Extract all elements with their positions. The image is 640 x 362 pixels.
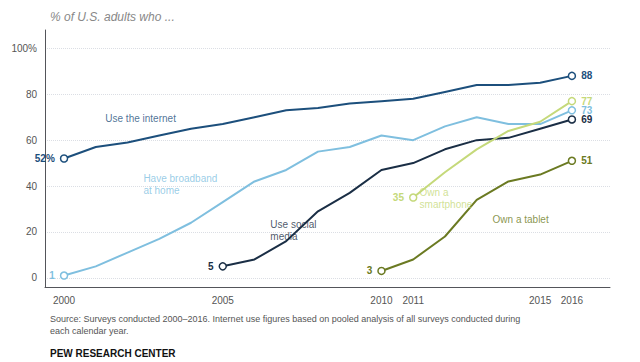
svg-text:Have broadband: Have broadband: [143, 173, 217, 184]
svg-text:smartphone: smartphone: [420, 199, 473, 210]
svg-text:each calendar year.: each calendar year.: [50, 326, 129, 336]
svg-text:Use the internet: Use the internet: [105, 113, 176, 124]
svg-text:1: 1: [49, 270, 55, 281]
svg-text:77: 77: [581, 96, 593, 107]
svg-text:2015: 2015: [529, 295, 552, 306]
svg-text:Own a tablet: Own a tablet: [493, 214, 549, 225]
svg-text:PEW RESEARCH CENTER: PEW RESEARCH CENTER: [50, 348, 176, 359]
svg-text:Use social: Use social: [270, 219, 316, 230]
svg-text:media: media: [270, 231, 298, 242]
svg-text:5: 5: [208, 261, 214, 272]
svg-text:88: 88: [581, 70, 593, 81]
svg-text:51: 51: [581, 155, 593, 166]
svg-text:2010: 2010: [370, 295, 393, 306]
svg-text:2000: 2000: [53, 295, 76, 306]
svg-text:20: 20: [26, 226, 38, 237]
svg-text:2011: 2011: [402, 295, 424, 306]
svg-text:Own a: Own a: [420, 187, 449, 198]
svg-text:69: 69: [581, 114, 593, 125]
svg-text:2005: 2005: [212, 295, 235, 306]
svg-text:52%: 52%: [35, 153, 55, 164]
svg-text:2016: 2016: [561, 295, 584, 306]
svg-text:at home: at home: [143, 185, 180, 196]
svg-text:100%: 100%: [11, 43, 37, 54]
svg-text:60: 60: [26, 135, 38, 146]
svg-text:% of U.S. adults who ...: % of U.S. adults who ...: [50, 10, 175, 24]
svg-text:35: 35: [393, 192, 405, 203]
svg-text:Source: Surveys conducted 2000: Source: Surveys conducted 2000–2016. Int…: [50, 314, 520, 324]
svg-text:40: 40: [26, 181, 38, 192]
svg-text:80: 80: [26, 89, 38, 100]
svg-text:3: 3: [367, 265, 373, 276]
svg-text:0: 0: [31, 272, 37, 283]
